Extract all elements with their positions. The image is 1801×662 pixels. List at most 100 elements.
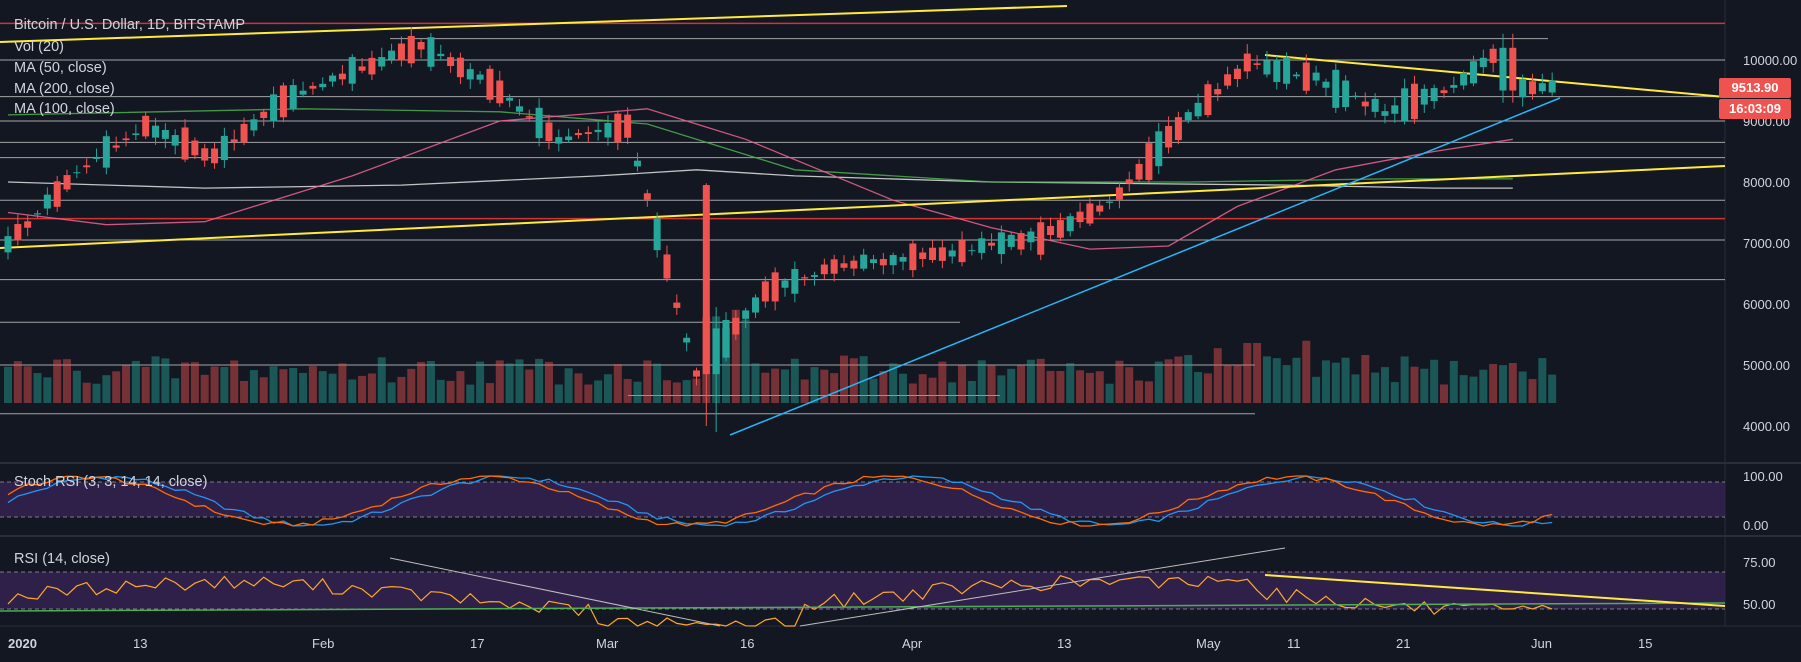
volume-bar — [525, 369, 534, 403]
volume-bar — [859, 356, 868, 403]
candle-body — [466, 69, 474, 80]
candle-body — [1115, 187, 1123, 200]
candle-body — [1528, 81, 1536, 95]
candle-body — [515, 106, 523, 112]
volume-bar — [1489, 364, 1498, 403]
candle-body — [653, 218, 661, 251]
volume-bar — [662, 380, 671, 403]
volume-bar — [682, 380, 691, 403]
stoch-rsi-label[interactable]: Stoch RSI (3, 3, 14, 14, close) — [14, 474, 208, 490]
volume-bar — [299, 372, 308, 403]
candle-body — [702, 185, 710, 375]
volume-bar — [515, 359, 524, 403]
candle-body — [43, 194, 51, 209]
candle-body — [732, 317, 740, 335]
candle-body — [997, 232, 1005, 255]
volume-bar — [948, 382, 957, 403]
candle-body — [1253, 63, 1261, 65]
candle-body — [919, 252, 927, 260]
candle-body — [712, 328, 720, 375]
candle-body — [220, 135, 228, 161]
volume-bar — [1439, 384, 1448, 403]
volume-bar — [190, 362, 199, 403]
candle-body — [1302, 62, 1310, 91]
volume-bar — [446, 380, 455, 403]
candle-body — [1037, 222, 1045, 255]
legend-ma50[interactable]: MA (50, close) — [14, 60, 107, 76]
volume-bar — [977, 360, 986, 403]
candle-body — [270, 94, 278, 122]
volume-bar — [4, 366, 12, 403]
volume-bar — [535, 358, 544, 403]
candle-body — [456, 57, 464, 78]
price-tick-label: 10000.00 — [1743, 53, 1797, 68]
volume-bar — [564, 368, 573, 403]
volume-bar — [82, 382, 91, 403]
volume-bar — [1380, 367, 1389, 403]
volume-bar — [1459, 375, 1468, 403]
volume-bar — [544, 361, 553, 403]
candle-body — [378, 57, 386, 67]
candle-body — [781, 280, 789, 288]
candle-body — [1224, 74, 1232, 86]
rsi-trendline-down — [389, 557, 721, 627]
candle-body — [811, 275, 819, 277]
candle-body — [1273, 59, 1281, 82]
trendline-descending — [1264, 54, 1726, 98]
volume-bar — [1243, 343, 1252, 403]
time-tick-label: 13 — [133, 636, 147, 651]
candle-body — [850, 260, 858, 269]
time-tick-label: 21 — [1396, 636, 1410, 651]
volume-bar — [928, 377, 937, 403]
candle-body — [1233, 68, 1241, 80]
volume-bar — [1420, 368, 1429, 403]
legend-volume[interactable]: Vol (20) — [14, 39, 64, 55]
trendline-upper — [0, 5, 1068, 43]
volume-bar — [63, 359, 72, 403]
candle-body — [112, 145, 120, 148]
volume-bar — [348, 379, 357, 403]
candle-body — [329, 75, 337, 82]
candle-body — [358, 66, 366, 71]
volume-bar — [1007, 368, 1016, 403]
rsi-label[interactable]: RSI (14, close) — [14, 551, 110, 567]
candle-body — [1509, 47, 1517, 91]
time-tick-label: Jun — [1531, 636, 1552, 651]
volume-bar — [1253, 343, 1262, 403]
candle-body — [791, 269, 799, 294]
time-tick-label: Mar — [596, 636, 619, 651]
volume-bar — [456, 371, 465, 403]
volume-bar — [899, 373, 908, 403]
countdown-tag: 16:03:09 — [1719, 99, 1791, 119]
candle-body — [771, 272, 779, 302]
candle-body — [132, 133, 140, 135]
candle-body — [191, 140, 199, 156]
candle-body — [1332, 69, 1340, 108]
candle-body — [624, 114, 632, 138]
volume-bar — [102, 375, 111, 403]
time-tick-label: 15 — [1638, 636, 1652, 651]
rsi-trendline-up — [799, 547, 1286, 627]
volume-bar — [1213, 348, 1222, 403]
candle-body — [1440, 90, 1448, 94]
volume-bar — [1498, 365, 1507, 403]
volume-bar — [761, 372, 770, 403]
volume-bar — [721, 327, 730, 403]
candle-body — [1125, 179, 1133, 184]
volume-bar — [603, 374, 612, 403]
volume-bar — [407, 368, 416, 403]
legend-ma100[interactable]: MA (100, close) — [14, 101, 115, 117]
stoch-tick-label: 0.00 — [1743, 518, 1768, 533]
candle-body — [1361, 101, 1369, 107]
volume-bar — [967, 380, 976, 403]
candle-body — [761, 281, 769, 302]
candle-body — [1519, 78, 1527, 98]
volume-bar — [43, 377, 52, 403]
legend-ma200[interactable]: MA (200, close) — [14, 81, 115, 97]
volume-bar — [1508, 363, 1517, 403]
candle-body — [1047, 226, 1055, 236]
volume-bar — [1223, 364, 1232, 403]
candle-body — [397, 43, 405, 61]
volume-bar — [112, 371, 121, 403]
